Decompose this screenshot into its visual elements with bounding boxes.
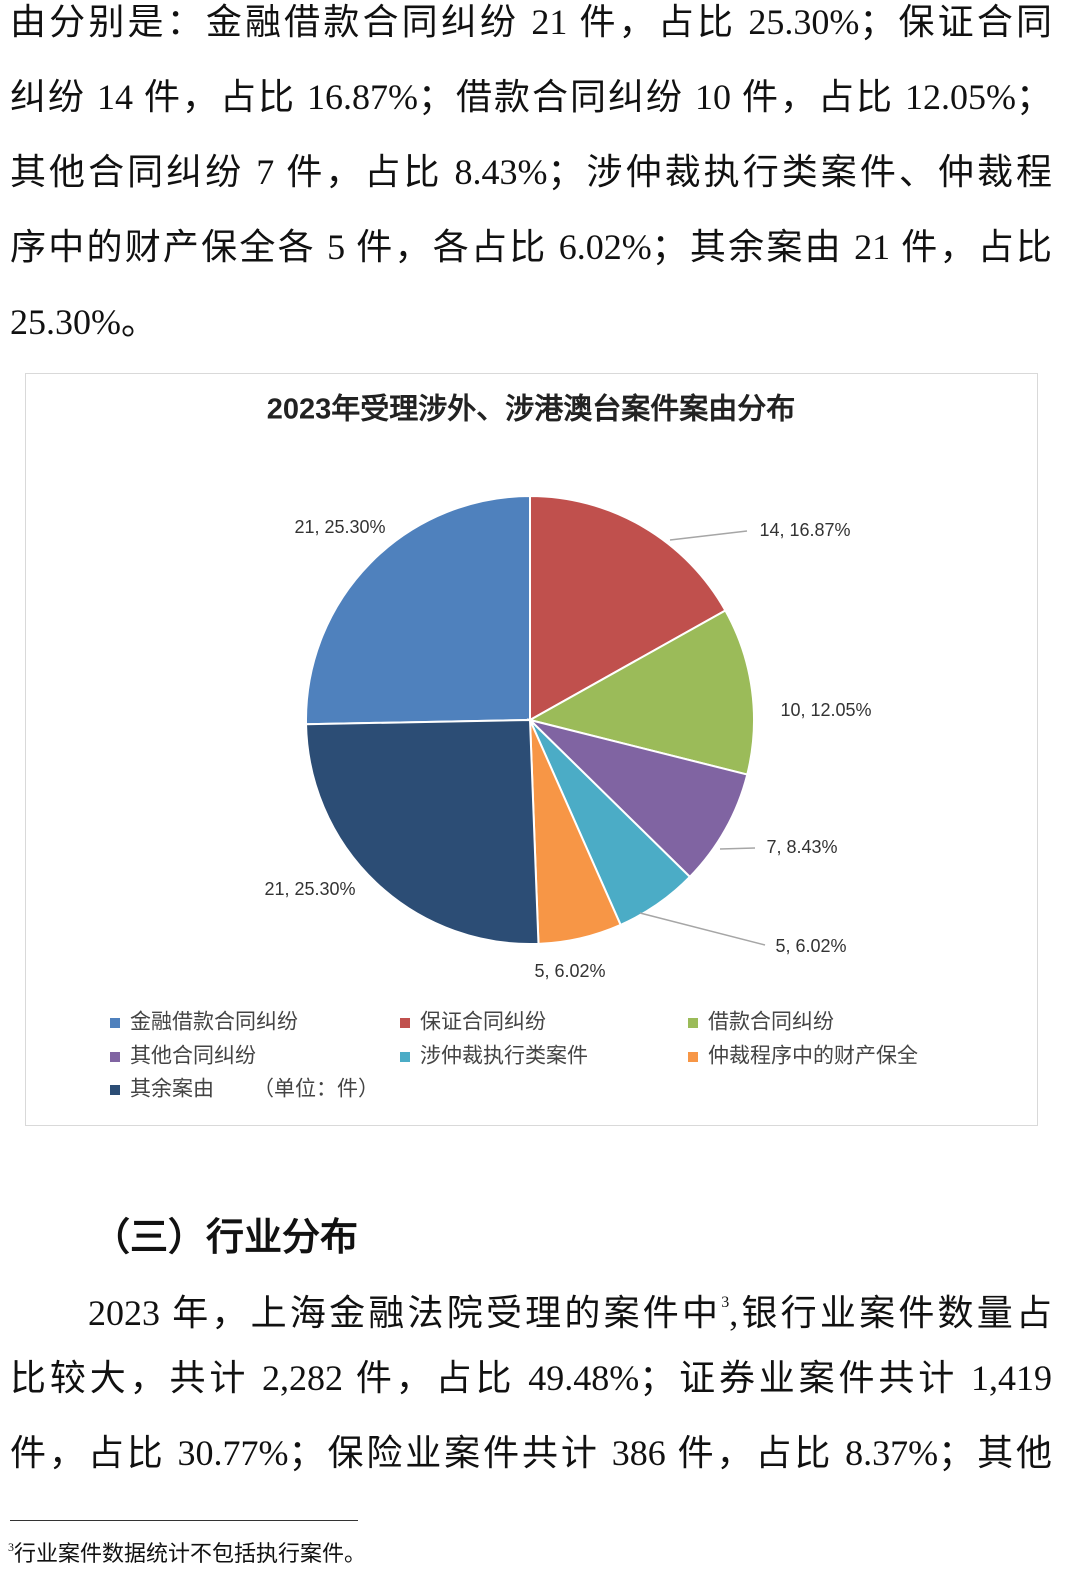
legend-swatch <box>688 1018 698 1028</box>
chart-title: 2023年受理涉外、涉港澳台案件案由分布 <box>267 392 796 426</box>
footnote: 3行业案件数据统计不包括执行案件。 <box>8 1536 366 1568</box>
legend-label: 金融借款合同纠纷 <box>130 1011 298 1034</box>
footnote-ref: 3 <box>721 1294 730 1311</box>
leader-line <box>669 530 748 541</box>
footnote-text: 行业案件数据统计不包括执行案件。 <box>14 1541 367 1566</box>
legend-label: 其他合同纠纷 <box>130 1045 256 1068</box>
pie-slice <box>526 718 749 879</box>
paragraph-line: 件，占比 30.77%；保险业案件共计 386 件，占比 8.37%；其他 <box>10 1433 1052 1473</box>
data-label: 14, 16.87% <box>759 520 850 540</box>
paragraph-line: 25.30%。 <box>10 302 157 342</box>
text: ,银行业案件数量占 <box>729 1293 1052 1333</box>
paragraph-line: 纠纷 14 件，占比 16.87%；借款合同纠纷 10 件，占比 12.05%； <box>10 77 1052 117</box>
legend-label: 仲裁程序中的财产保全 <box>708 1045 918 1068</box>
legend-label: 借款合同纠纷 <box>708 1011 834 1034</box>
footnote-rule <box>10 1520 358 1521</box>
paragraph-line: 比较大，共计 2,282 件，占比 49.48%；证券业案件共计 1,419 <box>10 1358 1052 1398</box>
leader-line <box>639 912 766 946</box>
legend-swatch <box>110 1085 120 1095</box>
data-label: 10, 12.05% <box>780 700 871 720</box>
data-label: 7, 8.43% <box>766 837 837 857</box>
data-label: 5, 6.02% <box>775 936 846 956</box>
legend-swatch <box>400 1018 410 1028</box>
section-heading: （三）行业分布 <box>92 1215 359 1259</box>
legend-label: 涉仲裁执行类案件 <box>420 1045 588 1068</box>
leader-line <box>719 847 756 850</box>
legend-swatch <box>110 1018 120 1028</box>
paragraph-line: 其他合同纠纷 7 件，占比 8.43%；涉仲裁执行类案件、仲裁程 <box>10 152 1052 192</box>
unit-note: （单位：件） <box>253 1078 379 1101</box>
paragraph-line: 2023 年，上海金融法院受理的案件中3,银行业案件数量占 <box>88 1281 1052 1335</box>
data-label: 21, 25.30% <box>294 517 385 537</box>
data-label: 21, 25.30% <box>264 879 355 899</box>
legend-swatch <box>688 1052 698 1062</box>
legend-label: 其余案由 <box>130 1078 214 1101</box>
pie-slice <box>305 718 540 945</box>
legend-label: 保证合同纠纷 <box>420 1011 546 1034</box>
paragraph-line: 序中的财产保全各 5 件，各占比 6.02%；其余案由 21 件，占比 <box>10 227 1052 267</box>
legend-swatch <box>110 1052 120 1062</box>
footnote-marker: 3 <box>8 1540 14 1554</box>
pie-slice <box>529 494 727 722</box>
chart: 2023年受理涉外、涉港澳台案件案由分布 21, 25.30% 14, 16.87… <box>25 373 1038 1126</box>
paragraph-line: 由分别是：金融借款合同纠纷 21 件，占比 25.30%；保证合同 <box>10 2 1052 42</box>
data-label: 5, 6.02% <box>534 961 605 981</box>
legend-swatch <box>400 1052 410 1062</box>
pie-slice <box>305 494 531 726</box>
text: 2023 年，上海金融法院受理的案件中 <box>88 1293 722 1333</box>
